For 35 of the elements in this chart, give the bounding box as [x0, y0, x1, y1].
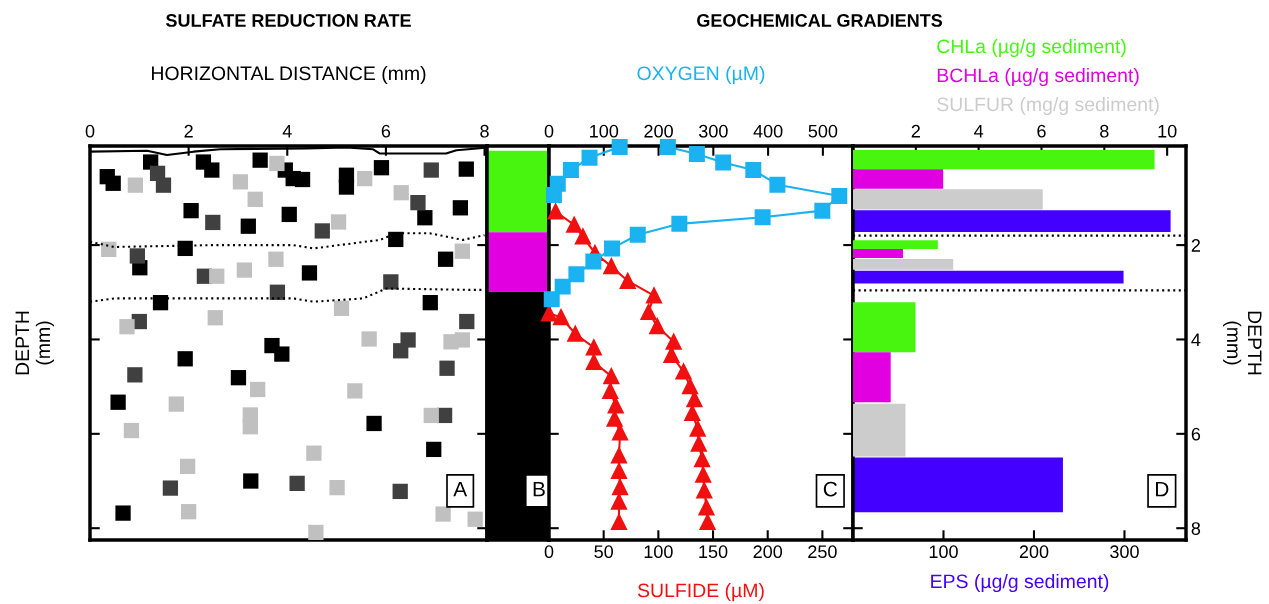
- y-tick-label: 6: [1191, 427, 1201, 441]
- x2-tick-label: 500: [808, 124, 838, 138]
- annotation: D: [1156, 481, 1169, 497]
- x2-tick-label: 10: [1158, 124, 1177, 138]
- x-tick-label: 6: [381, 124, 391, 138]
- x-tick-label: 250: [808, 545, 837, 559]
- x-tick-label: 2: [184, 124, 193, 138]
- x-tick-label: 0: [85, 124, 95, 138]
- text: EPS (µg/g sediment): [931, 573, 1109, 593]
- x-tick-label: 150: [699, 545, 728, 559]
- text: CHLa (µg/g sediment): [937, 38, 1126, 58]
- x-tick-label: 0: [544, 545, 554, 559]
- x2-tick-label: 400: [753, 124, 783, 138]
- y-tick-label: 2: [1191, 239, 1200, 252]
- y-axis-title: DEPTH (mm): [15, 311, 54, 375]
- y-axis-title: DEPTH (mm): [1223, 311, 1262, 375]
- x-tick-label: 200: [1019, 545, 1049, 559]
- annotation: C: [823, 481, 838, 497]
- annotation: B: [533, 481, 545, 497]
- x-tick-label: 100: [644, 545, 673, 559]
- text: BCHLa (µg/g sediment): [937, 67, 1139, 87]
- y-tick-label: 8: [1191, 522, 1201, 535]
- x-tick-label: 300: [1110, 545, 1139, 559]
- x-tick-label: 50: [594, 545, 614, 559]
- x-tick-label: 8: [480, 124, 489, 138]
- x-tick-label: 4: [282, 124, 292, 138]
- chart-title: GEOCHEMICAL GRADIENTS: [697, 14, 943, 27]
- y-tick-label: 4: [1191, 333, 1201, 346]
- x-tick-label: 200: [753, 545, 783, 559]
- chart-title: SULFATE REDUCTION RATE: [165, 14, 411, 27]
- x-axis-title: SULFIDE (µM): [637, 583, 764, 602]
- x2-axis-title: OXYGEN (µM): [637, 65, 765, 85]
- x-tick-label: 100: [929, 545, 958, 559]
- annotation: A: [453, 481, 468, 497]
- x-axis-title: HORIZONTAL DISTANCE (mm): [152, 65, 426, 85]
